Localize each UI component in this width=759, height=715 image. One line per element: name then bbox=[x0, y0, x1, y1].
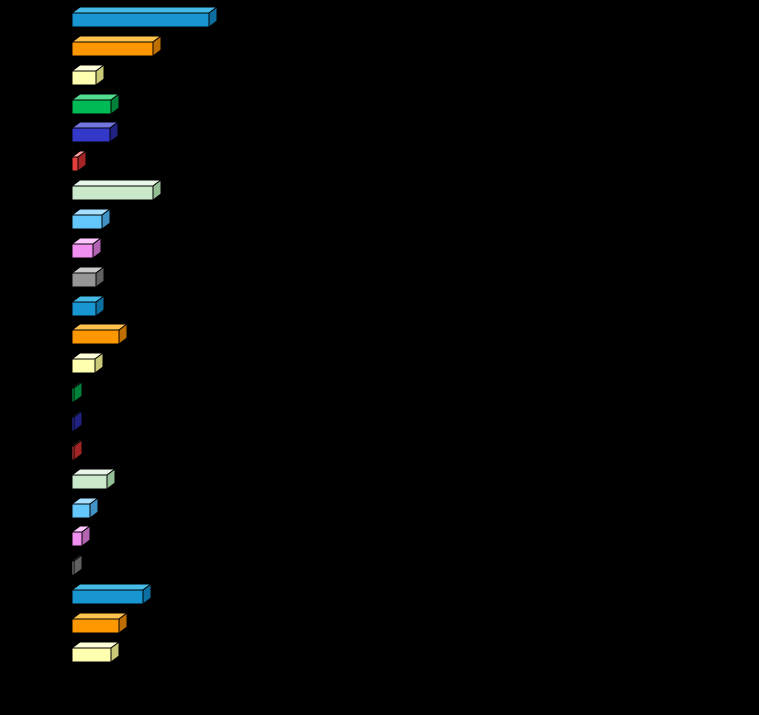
bar-19-pink-front-face bbox=[71, 531, 83, 547]
bar-2-orange-front-face bbox=[71, 41, 154, 57]
bar-22-orange-front-face bbox=[71, 618, 120, 634]
bar-12-orange-front-face bbox=[71, 329, 120, 345]
bar-20-gray-front-face bbox=[71, 560, 75, 576]
bar-6-red-front-face bbox=[71, 156, 79, 172]
bar-21-blue-top-face bbox=[70, 583, 153, 591]
bar-23-pale_yellow-front-face bbox=[71, 647, 112, 663]
bar-10-gray-front-face bbox=[71, 272, 97, 288]
bar-22-orange-top-face bbox=[70, 612, 129, 620]
bar-7-pale_green-front-face bbox=[71, 185, 154, 201]
bar-7-pale_green-top-face bbox=[70, 179, 163, 187]
bar-1-blue-front-face bbox=[71, 12, 210, 28]
bar-14-green-front-face bbox=[71, 387, 75, 403]
bar-18-light_blue-front-face bbox=[71, 503, 91, 519]
bar-1-blue-top-face bbox=[70, 6, 219, 14]
bar-4-green-front-face bbox=[71, 99, 112, 115]
bar-17-pale_green-front-face bbox=[71, 474, 108, 490]
bar-11-blue-front-face bbox=[71, 301, 97, 317]
bar-2-orange-top-face bbox=[70, 35, 163, 43]
bar-12-orange-top-face bbox=[70, 323, 129, 331]
bar-9-pink-front-face bbox=[71, 243, 94, 259]
bar-3-pale_yellow-front-face bbox=[71, 70, 97, 86]
bar-15-navy-front-face bbox=[71, 416, 75, 432]
bar-8-light_blue-front-face bbox=[71, 214, 103, 230]
bar-16-red-front-face bbox=[71, 445, 75, 461]
bar-5-navy-front-face bbox=[71, 127, 111, 143]
bar-21-blue-front-face bbox=[71, 589, 144, 605]
bar-13-pale_yellow-front-face bbox=[71, 358, 96, 374]
